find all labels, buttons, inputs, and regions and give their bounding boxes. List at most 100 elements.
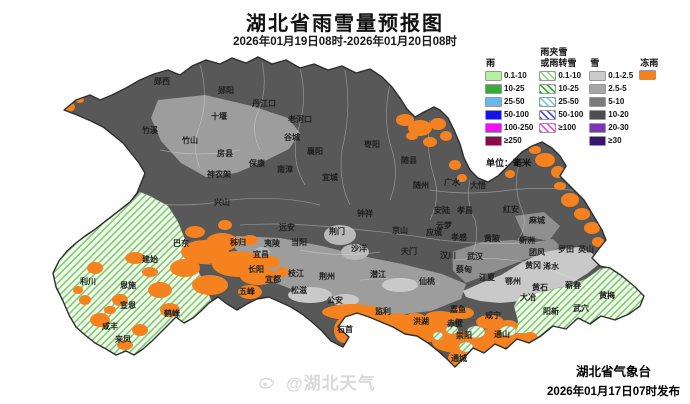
- map-label-竹山: 竹山: [181, 135, 198, 145]
- map-label-咸丰: 咸丰: [102, 321, 118, 331]
- legend-entry-label: 10-20: [608, 110, 629, 119]
- legend-entry-label: 25-50: [504, 97, 525, 106]
- legend-entry-label: ≥250: [504, 136, 522, 145]
- map-label-保康: 保康: [248, 158, 266, 168]
- snow-0p1-2p5-region-southeast: [463, 247, 600, 303]
- watermark-text: @湖北天气: [286, 374, 376, 393]
- legend-swatch: [590, 97, 606, 106]
- legend-swatch: [540, 123, 556, 132]
- legend-swatch: [540, 84, 556, 93]
- snow-2p5-5-region-northwest: [151, 95, 300, 177]
- legend-swatch: [540, 97, 556, 106]
- map-label-赤壁: 赤壁: [447, 318, 463, 328]
- legend-swatch: [540, 71, 556, 80]
- legend-entry: 20-30: [590, 123, 633, 132]
- map-label-谷城: 谷城: [283, 132, 300, 142]
- legend-entry-label: 0.1-10: [504, 71, 527, 80]
- legend-entry: 100-250: [486, 123, 533, 132]
- legend-entry-label: 25-50: [558, 97, 579, 106]
- map-label-宜都: 宜都: [265, 274, 281, 284]
- map-label-鹤峰: 鹤峰: [164, 308, 180, 318]
- legend-entry-label: 5-10: [608, 97, 625, 106]
- snow-5-10-region-east: [452, 239, 561, 283]
- legend-entry: 0.1-10: [540, 71, 583, 80]
- light-patch: [331, 294, 359, 306]
- map-label-武汉: 武汉: [467, 251, 484, 261]
- map-label-天门: 天门: [401, 246, 417, 256]
- issuer-agency: 湖北省气象台: [576, 365, 652, 379]
- map-label-通山: 通山: [494, 329, 510, 339]
- map-label-潜江: 潜江: [370, 269, 386, 279]
- map-label-浠水: 浠水: [543, 261, 560, 271]
- map-label-江夏: 江夏: [479, 272, 496, 282]
- legend-swatch: [590, 123, 606, 132]
- map-label-蕲春: 蕲春: [565, 280, 581, 290]
- legend-column-freezing: 冻雨: [640, 44, 658, 169]
- legend-column-snow: 雪 0.1-2.5 2.5-5 5-10 10-20 20-30 ≥30: [590, 44, 633, 169]
- map-label-大冶: 大冶: [520, 292, 536, 302]
- map-label-安陆: 安陆: [434, 205, 450, 215]
- legend-entry-label: 100-250: [504, 123, 534, 132]
- legend-entry: 10-25: [486, 84, 533, 93]
- map-label-郧西: 郧西: [153, 77, 170, 86]
- map-label-武穴: 武穴: [573, 303, 589, 313]
- legend-swatch: [486, 123, 501, 132]
- legend-column-title: 冻雨: [640, 57, 659, 68]
- light-patch: [254, 247, 270, 257]
- map-label-巴东: 巴东: [173, 238, 189, 248]
- map-label-五峰: 五峰: [239, 286, 255, 296]
- county-boundaries: [89, 61, 596, 303]
- map-label-广水: 广水: [444, 177, 461, 187]
- map-label-来凤: 来凤: [114, 334, 131, 344]
- legend-entry: ≥30: [590, 136, 633, 145]
- legend-column-title: 雪: [590, 57, 600, 68]
- legend-entry-label: 10-25: [504, 84, 525, 93]
- map-label-蔡甸: 蔡甸: [455, 264, 472, 274]
- page-title: 湖北省雨雪量预报图: [246, 13, 444, 35]
- legend-entry: 10-20: [590, 110, 633, 119]
- map-label-通城: 通城: [451, 353, 467, 363]
- map-label-黄石: 黄石: [532, 282, 548, 292]
- legend-swatch: [486, 84, 501, 93]
- legend-entry: 50-100: [540, 110, 583, 119]
- legend-entry-label: 50-100: [504, 110, 529, 119]
- map-label-监利: 监利: [375, 306, 391, 316]
- map-label-英山: 英山: [577, 244, 594, 254]
- map-label-兴山: 兴山: [214, 197, 230, 207]
- map-label-远安: 远安: [279, 222, 295, 232]
- map-label-大悟: 大悟: [470, 180, 486, 190]
- legend-entry: 25-50: [540, 97, 583, 106]
- map-label-郧阳: 郧阳: [217, 86, 234, 95]
- legend-swatch: [590, 84, 606, 93]
- legend-entry: [640, 71, 658, 79]
- map-label-麻城: 麻城: [528, 215, 545, 225]
- map-label-公安: 公安: [327, 295, 343, 305]
- legend-entry: 0.1-2.5: [590, 71, 633, 80]
- light-patch: [288, 287, 332, 303]
- legend-entry-label: ≥30: [608, 136, 622, 145]
- legend-swatch: [486, 97, 501, 106]
- map-label-孝昌: 孝昌: [456, 205, 473, 215]
- legend-column-sleet: 雨夹雪 或雨转雪 0.1-10 10-25 25-50 50-100 ≥100: [540, 44, 583, 169]
- light-patch: [382, 278, 418, 292]
- map-label-秭归: 秭归: [229, 237, 246, 247]
- map-label-宣恩: 宣恩: [120, 300, 136, 310]
- map-label-房县: 房县: [217, 148, 233, 158]
- map-label-石首: 石首: [336, 324, 353, 334]
- legend-swatch: [540, 110, 556, 119]
- legend-swatch: [486, 136, 501, 145]
- map-label-仙桃: 仙桃: [419, 276, 435, 286]
- map-label-鄂州: 鄂州: [505, 276, 521, 286]
- map-label-嘉鱼: 嘉鱼: [449, 304, 466, 314]
- legend-column-title: 雨夹雪 或雨转雪: [540, 47, 577, 68]
- map-label-荆门: 荆门: [329, 226, 345, 236]
- map-label-丹江口: 丹江口: [251, 98, 276, 108]
- legend-swatch: [590, 71, 606, 80]
- map-label-黄陂: 黄陂: [484, 233, 501, 243]
- map-label-襄阳: 襄阳: [306, 146, 323, 156]
- map-label-咸宁: 咸宁: [485, 310, 501, 320]
- legend-entry: ≥250: [486, 136, 533, 145]
- light-patch: [324, 225, 356, 245]
